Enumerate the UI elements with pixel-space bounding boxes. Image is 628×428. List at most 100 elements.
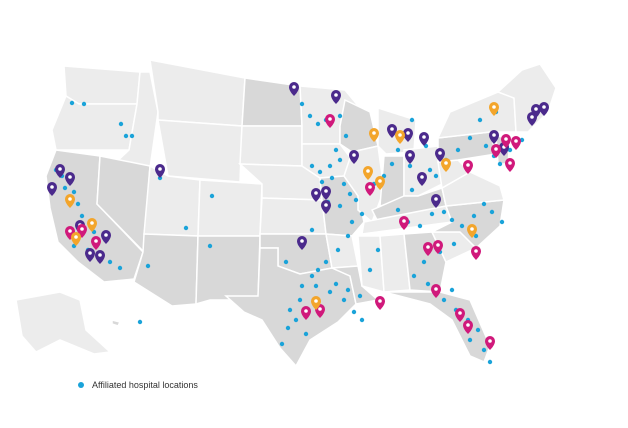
location-pin-icon: [395, 130, 405, 144]
state-wisconsin: [339, 98, 379, 153]
location-pin-icon: [485, 336, 495, 350]
location-pin-icon: [431, 284, 441, 298]
location-pin-icon: [403, 128, 413, 142]
location-pins: [47, 82, 549, 350]
hospital-dot: [329, 175, 335, 181]
pin-center: [292, 85, 296, 89]
state-texas: [224, 247, 357, 368]
hospital-dot: [411, 273, 417, 279]
location-pin-icon: [463, 320, 473, 334]
location-pin-icon: [321, 186, 331, 200]
hospital-dot: [345, 287, 351, 293]
hospital-dot: [409, 117, 415, 123]
hospital-dot: [69, 100, 75, 106]
hospital-dot: [303, 331, 309, 337]
location-pin-icon: [155, 164, 165, 178]
hospital-dot: [327, 289, 333, 295]
location-pin-icon: [433, 240, 443, 254]
location-pin-icon: [325, 114, 335, 128]
pin-center: [314, 299, 318, 303]
pin-center: [368, 185, 372, 189]
pin-center: [398, 133, 402, 137]
hospital-dot: [309, 227, 315, 233]
location-pin-icon: [289, 82, 299, 96]
hospital-dot: [327, 163, 333, 169]
location-pin-icon: [363, 166, 373, 180]
hospital-dot: [347, 191, 353, 197]
pin-center: [402, 219, 406, 223]
pin-center: [74, 235, 78, 239]
hospital-dot: [451, 241, 457, 247]
state-colorado: [197, 179, 263, 237]
location-pin-icon: [435, 148, 445, 162]
pin-center: [474, 249, 478, 253]
pin-center: [542, 105, 546, 109]
location-pin-icon: [321, 200, 331, 214]
hospital-dot: [117, 265, 123, 271]
hospital-dot: [341, 181, 347, 187]
location-pin-icon: [387, 124, 397, 138]
location-pin-icon: [375, 176, 385, 190]
hospital-dot: [507, 147, 513, 153]
pin-center: [408, 153, 412, 157]
pin-center: [378, 179, 382, 183]
state-washington: [63, 65, 141, 105]
pin-center: [436, 243, 440, 247]
state-alaska: [15, 291, 112, 355]
pin-center: [406, 131, 410, 135]
hospital-dot: [337, 203, 343, 209]
location-pin-icon: [349, 150, 359, 164]
pin-center: [68, 197, 72, 201]
hospital-dot: [471, 213, 477, 219]
hospital-dot: [417, 223, 423, 229]
pin-center: [80, 227, 84, 231]
location-pin-icon: [55, 164, 65, 178]
legend-dot-icon: [78, 382, 84, 388]
location-pin-icon: [399, 216, 409, 230]
hospital-dot: [299, 283, 305, 289]
hospital-dot: [287, 307, 293, 313]
location-pin-icon: [301, 306, 311, 320]
location-pin-icon: [65, 172, 75, 186]
hospital-dot: [293, 317, 299, 323]
hospital-dot: [79, 213, 85, 219]
hospital-dot: [81, 101, 87, 107]
pin-center: [492, 105, 496, 109]
hospital-dot: [427, 167, 433, 173]
pin-center: [470, 227, 474, 231]
location-pin-icon: [331, 90, 341, 104]
hospital-dot: [313, 283, 319, 289]
location-pin-icon: [505, 158, 515, 172]
pin-center: [504, 137, 508, 141]
hospital-dot: [317, 169, 323, 175]
hospital-dot: [475, 327, 481, 333]
state-south-dakota: [239, 125, 303, 167]
location-pin-icon: [423, 242, 433, 256]
hospital-dot: [433, 173, 439, 179]
state-hawaii: [111, 319, 122, 327]
state-arkansas: [325, 233, 359, 269]
pin-center: [50, 185, 54, 189]
hospital-dot: [395, 207, 401, 213]
location-pin-icon: [471, 246, 481, 260]
hospital-dot: [107, 259, 113, 265]
location-pin-icon: [539, 102, 549, 116]
location-pin-icon: [511, 136, 521, 150]
hospital-dot: [337, 113, 343, 119]
hospital-dot: [389, 161, 395, 167]
hospital-dot: [315, 267, 321, 273]
location-pin-icon: [501, 134, 511, 148]
hospital-dot: [123, 133, 129, 139]
pin-center: [318, 307, 322, 311]
hospital-dot: [307, 113, 313, 119]
pin-center: [352, 153, 356, 157]
pin-center: [94, 239, 98, 243]
hospital-dot: [129, 133, 135, 139]
location-pin-icon: [419, 132, 429, 146]
hospital-dot: [497, 161, 503, 167]
hospital-dot: [345, 233, 351, 239]
hospital-dot: [118, 121, 124, 127]
pin-center: [466, 323, 470, 327]
location-pin-icon: [47, 182, 57, 196]
pin-center: [420, 175, 424, 179]
